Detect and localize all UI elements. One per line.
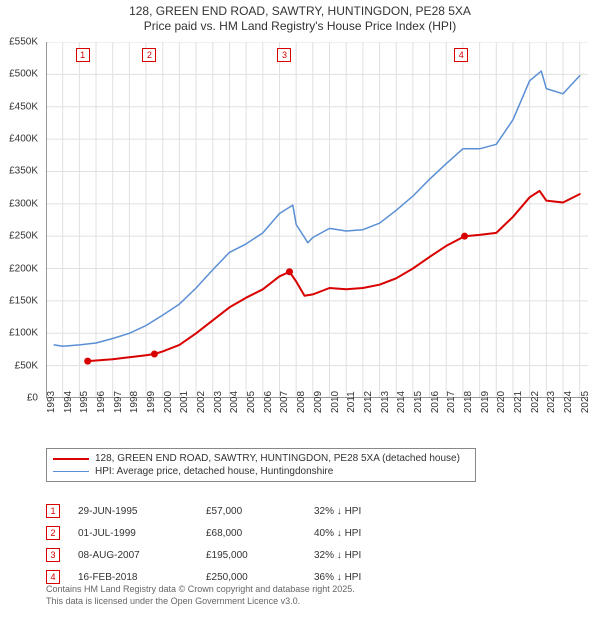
x-tick-label: 2018 xyxy=(463,391,474,413)
chart-title: 128, GREEN END ROAD, SAWTRY, HUNTINGDON,… xyxy=(0,0,600,34)
transaction-price: £68,000 xyxy=(206,528,296,539)
x-tick-label: 2009 xyxy=(313,391,324,413)
x-tick-label: 2004 xyxy=(229,391,240,413)
x-tick-label: 2021 xyxy=(513,391,524,413)
title-line-2: Price paid vs. HM Land Registry's House … xyxy=(0,19,600,34)
chart-svg xyxy=(46,42,588,398)
y-tick-label: £550K xyxy=(9,37,38,48)
x-tick-label: 1998 xyxy=(129,391,140,413)
x-tick-label: 2020 xyxy=(496,391,507,413)
chart-marker-2: 2 xyxy=(142,48,156,62)
transaction-date: 29-JUN-1995 xyxy=(78,506,188,517)
legend: 128, GREEN END ROAD, SAWTRY, HUNTINGDON,… xyxy=(46,448,476,482)
transaction-price: £250,000 xyxy=(206,572,296,583)
chart-marker-4: 4 xyxy=(454,48,468,62)
y-tick-label: £250K xyxy=(9,231,38,242)
x-tick-label: 2005 xyxy=(246,391,257,413)
chart-marker-3: 3 xyxy=(277,48,291,62)
transaction-marker: 4 xyxy=(46,570,60,584)
legend-swatch-hpi xyxy=(53,471,89,472)
legend-label-hpi: HPI: Average price, detached house, Hunt… xyxy=(95,466,333,477)
x-tick-label: 2025 xyxy=(580,391,591,413)
chart-container: 128, GREEN END ROAD, SAWTRY, HUNTINGDON,… xyxy=(0,0,600,620)
transaction-diff: 32% ↓ HPI xyxy=(314,550,404,561)
chart-marker-1: 1 xyxy=(76,48,90,62)
x-tick-label: 1999 xyxy=(146,391,157,413)
legend-label-price-paid: 128, GREEN END ROAD, SAWTRY, HUNTINGDON,… xyxy=(95,453,460,464)
plot-area: £0£50K£100K£150K£200K£250K£300K£350K£400… xyxy=(46,42,588,398)
y-tick-label: £0 xyxy=(27,393,38,404)
x-tick-label: 2001 xyxy=(179,391,190,413)
y-axis-ticks: £0£50K£100K£150K£200K£250K£300K£350K£400… xyxy=(0,42,42,398)
y-tick-label: £300K xyxy=(9,198,38,209)
title-line-1: 128, GREEN END ROAD, SAWTRY, HUNTINGDON,… xyxy=(0,4,600,19)
transaction-price: £57,000 xyxy=(206,506,296,517)
y-tick-label: £350K xyxy=(9,166,38,177)
x-tick-label: 2000 xyxy=(163,391,174,413)
x-axis-ticks: 1993199419951996199719981999200020012002… xyxy=(46,398,588,440)
x-tick-label: 2012 xyxy=(363,391,374,413)
legend-swatch-price-paid xyxy=(53,458,89,460)
y-tick-label: £50K xyxy=(15,360,38,371)
x-tick-label: 2024 xyxy=(563,391,574,413)
y-tick-label: £400K xyxy=(9,134,38,145)
transaction-diff: 36% ↓ HPI xyxy=(314,572,404,583)
legend-item-hpi: HPI: Average price, detached house, Hunt… xyxy=(53,465,469,478)
x-tick-label: 1995 xyxy=(79,391,90,413)
legend-item-price-paid: 128, GREEN END ROAD, SAWTRY, HUNTINGDON,… xyxy=(53,452,469,465)
x-tick-label: 1996 xyxy=(96,391,107,413)
y-tick-label: £200K xyxy=(9,263,38,274)
x-tick-label: 2003 xyxy=(213,391,224,413)
transaction-date: 08-AUG-2007 xyxy=(78,550,188,561)
x-tick-label: 2014 xyxy=(396,391,407,413)
y-tick-label: £450K xyxy=(9,101,38,112)
transaction-row: 1 29-JUN-1995 £57,000 32% ↓ HPI xyxy=(46,500,404,522)
x-tick-label: 2007 xyxy=(279,391,290,413)
transaction-date: 01-JUL-1999 xyxy=(78,528,188,539)
x-tick-label: 2023 xyxy=(546,391,557,413)
x-tick-label: 2013 xyxy=(380,391,391,413)
transaction-price: £195,000 xyxy=(206,550,296,561)
footer: Contains HM Land Registry data © Crown c… xyxy=(46,584,355,607)
transaction-date: 16-FEB-2018 xyxy=(78,572,188,583)
x-tick-label: 2002 xyxy=(196,391,207,413)
y-tick-label: £500K xyxy=(9,69,38,80)
x-tick-label: 1994 xyxy=(63,391,74,413)
x-tick-label: 1997 xyxy=(113,391,124,413)
x-tick-label: 2008 xyxy=(296,391,307,413)
x-tick-label: 2010 xyxy=(330,391,341,413)
y-tick-label: £150K xyxy=(9,295,38,306)
transaction-marker: 2 xyxy=(46,526,60,540)
transaction-diff: 32% ↓ HPI xyxy=(314,506,404,517)
transaction-diff: 40% ↓ HPI xyxy=(314,528,404,539)
transaction-marker: 1 xyxy=(46,504,60,518)
x-tick-label: 2016 xyxy=(430,391,441,413)
y-tick-label: £100K xyxy=(9,328,38,339)
transaction-marker: 3 xyxy=(46,548,60,562)
x-tick-label: 2017 xyxy=(446,391,457,413)
footer-line-2: This data is licensed under the Open Gov… xyxy=(46,596,355,608)
x-tick-label: 2019 xyxy=(480,391,491,413)
transaction-row: 3 08-AUG-2007 £195,000 32% ↓ HPI xyxy=(46,544,404,566)
footer-line-1: Contains HM Land Registry data © Crown c… xyxy=(46,584,355,596)
x-tick-label: 2022 xyxy=(530,391,541,413)
x-tick-label: 2006 xyxy=(263,391,274,413)
x-tick-label: 1993 xyxy=(46,391,57,413)
x-tick-label: 2015 xyxy=(413,391,424,413)
transaction-row: 2 01-JUL-1999 £68,000 40% ↓ HPI xyxy=(46,522,404,544)
transactions-table: 1 29-JUN-1995 £57,000 32% ↓ HPI 2 01-JUL-1999… xyxy=(46,500,404,588)
x-tick-label: 2011 xyxy=(346,391,357,413)
